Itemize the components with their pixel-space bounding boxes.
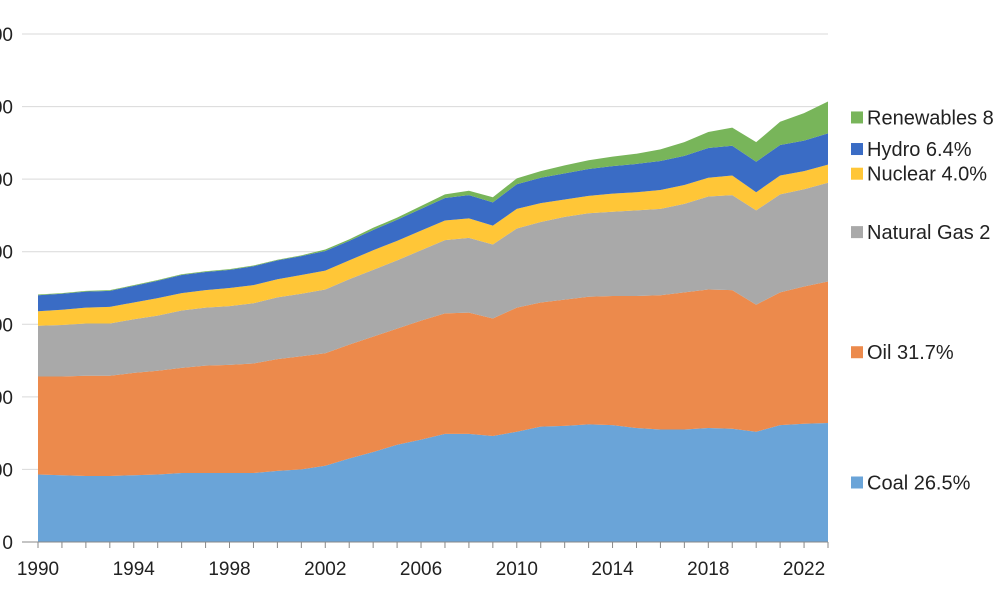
legend-swatch-renewables — [851, 111, 863, 124]
legend-label-oil: Oil 31.7% — [867, 342, 954, 364]
area-oil — [38, 281, 828, 476]
legend-label-hydro: Hydro 6.4% — [867, 139, 972, 161]
y-tick-label: 00 — [0, 98, 13, 119]
x-tick-label: 1994 — [113, 559, 156, 580]
x-tick-label: 1998 — [208, 559, 250, 580]
axes: 0000000000000001990199419982002200620102… — [0, 25, 829, 580]
area-natural-gas — [38, 182, 828, 377]
legend-label-renewables: Renewables 8 — [867, 107, 994, 129]
y-tick-label: 00 — [0, 170, 13, 191]
area-nuclear — [38, 164, 828, 326]
legend-swatch-coal — [851, 476, 863, 489]
y-tick-label: 00 — [0, 25, 13, 46]
y-tick-label: 00 — [0, 388, 13, 409]
legend-swatch-natural-gas — [851, 226, 863, 239]
y-tick-label: 0 — [2, 533, 13, 554]
legend: Coal 26.5% Oil 31.7% Natural Gas 2 Nuclear … — [851, 107, 994, 494]
legend-label-coal: Coal 26.5% — [867, 472, 971, 494]
y-tick-label: 00 — [0, 315, 13, 336]
x-tick-label: 2002 — [304, 559, 346, 580]
x-tick-label: 2006 — [400, 559, 442, 580]
legend-swatch-oil — [851, 346, 863, 359]
area-coal — [38, 422, 828, 542]
legend-swatch-hydro — [851, 143, 863, 156]
x-tick-label: 2022 — [783, 559, 825, 580]
x-tick-label: 2010 — [496, 559, 538, 580]
legend-label-nuclear: Nuclear 4.0% — [867, 164, 987, 186]
area-hydro — [38, 133, 828, 312]
x-tick-label: 1990 — [17, 559, 59, 580]
y-tick-label: 00 — [0, 243, 13, 264]
legend-label-natural-gas: Natural Gas 2 — [867, 222, 990, 244]
area-series — [38, 101, 828, 542]
x-tick-label: 2014 — [591, 559, 634, 580]
x-tick-label: 2018 — [687, 559, 729, 580]
legend-swatch-nuclear — [851, 167, 863, 180]
y-tick-label: 00 — [0, 460, 13, 481]
